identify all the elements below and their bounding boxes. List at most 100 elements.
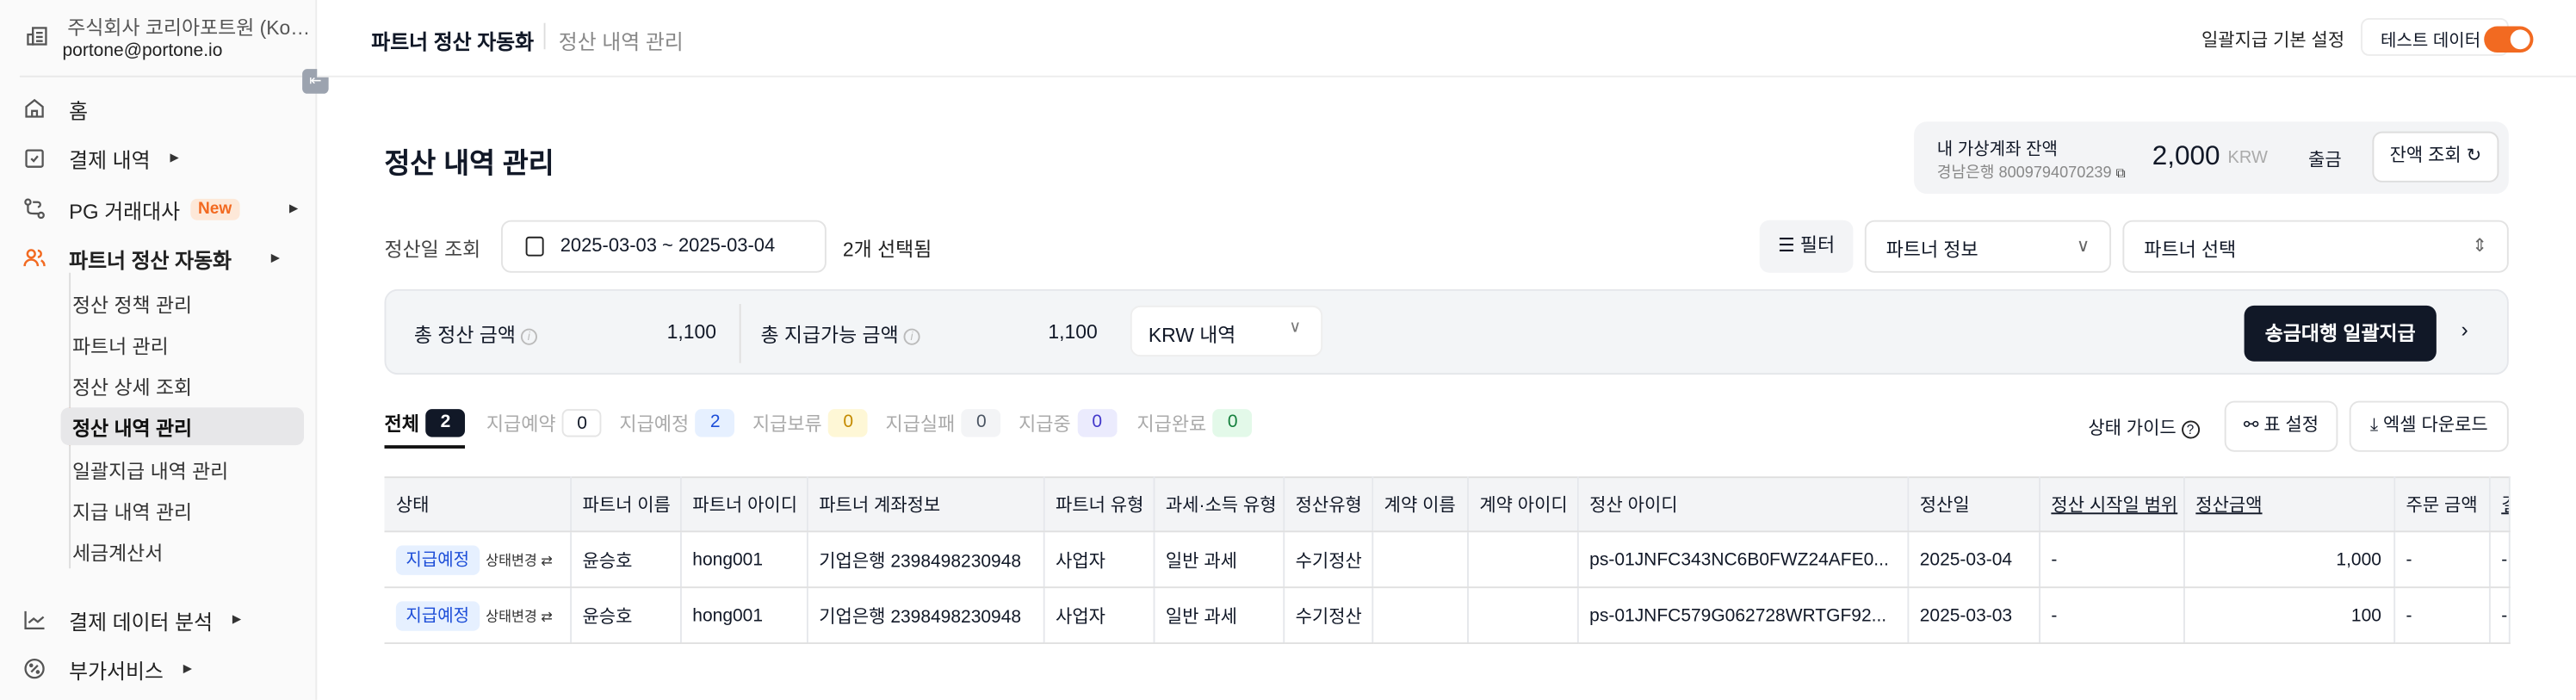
calendar-icon [525, 236, 544, 257]
change-status-label: 상태변경 [486, 552, 537, 569]
column-header: 정산 아이디 [1576, 476, 1909, 533]
submenu-item[interactable]: 일괄지급 내역 관리 [71, 460, 229, 484]
batch-settings-link[interactable]: 일괄지급 기본 설정 [2201, 31, 2345, 52]
tab-6[interactable]: 지급완료 0 [1136, 409, 1253, 437]
submenu-item[interactable]: 지급 내역 관리 [71, 501, 193, 524]
home-icon [25, 98, 44, 118]
info-icon[interactable]: i [903, 328, 920, 345]
info-icon[interactable]: i [520, 328, 537, 345]
submenu-active-bg [60, 407, 305, 446]
sidebar-item-addons[interactable]: 부가서비스 ▶ [23, 653, 192, 685]
balance-currency: KRW [2227, 147, 2268, 168]
table-cell: 2025-03-04 [1907, 531, 2040, 589]
status-cell: 지급예정 상태변경 ⇄ [384, 587, 572, 645]
table-cell: 사업자 [1043, 587, 1155, 645]
status-guide-button[interactable]: 상태 가이드 ? [2088, 414, 2200, 441]
date-range-picker[interactable]: 2025-03-03 ~ 2025-03-04 [501, 220, 827, 273]
tab-1[interactable]: 지급예약 0 [486, 409, 603, 437]
table-cell: 사업자 [1043, 531, 1155, 589]
table-cell: - [2488, 531, 2510, 589]
tab-5[interactable]: 지급중 0 [1019, 409, 1118, 437]
column-header: 과세·소득 유형 [1153, 476, 1285, 533]
org-email: portone@portone.io [62, 40, 223, 61]
tab-4[interactable]: 지급실패 0 [886, 409, 1001, 437]
table-cell: hong001 [679, 587, 808, 645]
sidebar-item-pg-reconcile[interactable]: PG 거래대사 New ▶ [23, 192, 299, 225]
status-badge: 지급예정 [395, 545, 480, 575]
filter-button[interactable]: ☰ 필터 [1759, 220, 1854, 273]
divider [19, 75, 309, 77]
submenu-item-active[interactable]: 정산 내역 관리 [71, 417, 193, 441]
tab-label: 지급예약 [486, 414, 556, 435]
column-header: 정산유형 [1283, 476, 1373, 533]
copy-icon[interactable]: ⧉ [2115, 165, 2126, 181]
table-cell: 일반 과세 [1153, 587, 1285, 645]
currency-select[interactable]: KRW 내역 ∨ [1130, 305, 1323, 357]
partner-select[interactable]: 파트너 선택 ⇕ [2122, 220, 2509, 273]
submenu-item[interactable]: 정산 상세 조회 [71, 375, 193, 400]
submenu-item[interactable]: 파트너 관리 [71, 335, 169, 358]
change-status-button[interactable]: 상태변경 ⇄ [486, 552, 553, 569]
org-name[interactable]: 주식회사 코리아포트원 (Kore... [67, 16, 311, 40]
table-row[interactable]: 지급예정 상태변경 ⇄ 윤승호 hong001 기업은행 2398498230948 사업… [384, 531, 2510, 589]
excel-download-button[interactable]: ⤓ 엑셀 다운로드 [2349, 400, 2509, 452]
divider [543, 22, 546, 50]
table-cell: - [2039, 531, 2184, 589]
sidebar-item-payments[interactable]: 결제 내역 ▶ [23, 141, 179, 174]
refresh-balance-button[interactable]: 잔액 조회 ↻ [2372, 131, 2499, 183]
test-data-toggle[interactable] [2484, 26, 2534, 53]
change-status-label: 상태변경 [486, 608, 537, 625]
column-header: 파트너 아이디 [679, 476, 808, 533]
partner-select-value: 파트너 선택 [2144, 241, 2237, 262]
tab-count-badge: 2 [425, 409, 466, 437]
caret-right-icon: ▶ [270, 252, 281, 265]
submenu-item[interactable]: 정산 정책 관리 [71, 294, 193, 318]
download-icon: ⤓ [2369, 415, 2379, 436]
chevron-down-icon: ∨ [1289, 319, 1302, 338]
change-status-button[interactable]: 상태변경 ⇄ [486, 608, 553, 625]
chevron-right-icon[interactable]: › [2461, 317, 2468, 342]
tab-label: 지급실패 [885, 414, 956, 435]
column-header: 파트너 이름 [570, 476, 681, 533]
table-row[interactable]: 지급예정 상태변경 ⇄ 윤승호 hong001 기업은행 2398498230948 사업… [384, 587, 2510, 645]
table-cell: 기업은행 2398498230948 [806, 587, 1044, 645]
tab-count-badge: 0 [1077, 409, 1118, 437]
caret-right-icon: ▶ [232, 614, 242, 627]
sidebar-item-analytics[interactable]: 결제 데이터 분석 ▶ [23, 603, 241, 635]
balance-panel: 내 가상계좌 잔액 경남은행 8009794070239 ⧉ 2,000 KRW… [1914, 121, 2509, 195]
tab-2[interactable]: 지급예정 2 [619, 409, 735, 437]
sidebar-item-home[interactable]: 홈 [23, 92, 88, 125]
tab-count-badge: 0 [961, 409, 1001, 437]
tab-0[interactable]: 전체 2 [385, 409, 466, 437]
sliders-icon: ⚯ [2243, 415, 2259, 436]
total-settle-value: 1,100 [666, 320, 716, 344]
excel-download-label: 엑셀 다운로드 [2382, 415, 2488, 436]
column-header: 파트너 유형 [1043, 476, 1155, 533]
status-guide-label: 상태 가이드 [2088, 418, 2177, 439]
partner-info-select[interactable]: 파트너 정보 ∨ [1864, 220, 2112, 273]
column-header: 주문 금액 [2393, 476, 2490, 533]
column-header[interactable]: 정산 시작일 범위 [2039, 476, 2184, 533]
caret-right-icon: ▶ [289, 203, 299, 215]
submenu-item[interactable]: 세금계산서 [71, 542, 164, 566]
table-settings-label: 표 설정 [2263, 415, 2319, 436]
tab-3[interactable]: 지급보류 0 [752, 409, 869, 437]
tab-label: 전체 [384, 414, 419, 435]
sidebar-item-label: 파트너 정산 자동화 [69, 249, 232, 272]
table-cell [1372, 531, 1468, 589]
table-cell [1467, 531, 1578, 589]
withdraw-button[interactable]: 출금 [2308, 151, 2342, 171]
building-icon [27, 27, 47, 46]
table-cell: hong001 [679, 531, 808, 589]
caret-right-icon: ▶ [183, 663, 193, 676]
date-filter-label: 정산일 조회 [384, 238, 481, 262]
partner-info-value: 파트너 정보 [1886, 241, 1978, 262]
column-header[interactable]: 정산금액 [2183, 476, 2395, 533]
batch-pay-button[interactable]: 송금대행 일괄지급 [2244, 305, 2437, 362]
account-number: 경남은행 8009794070239 [1936, 164, 2112, 183]
sidebar-item-label: PG 거래대사 [69, 199, 181, 223]
breadcrumb-section[interactable]: 파트너 정산 자동화 [371, 31, 535, 54]
table-settings-button[interactable]: ⚯ 표 설정 [2224, 400, 2338, 452]
table-cell: 기업은행 2398498230948 [806, 531, 1044, 589]
sidebar-item-partner-settlement[interactable]: 파트너 정산 자동화 ▶ [23, 242, 280, 275]
